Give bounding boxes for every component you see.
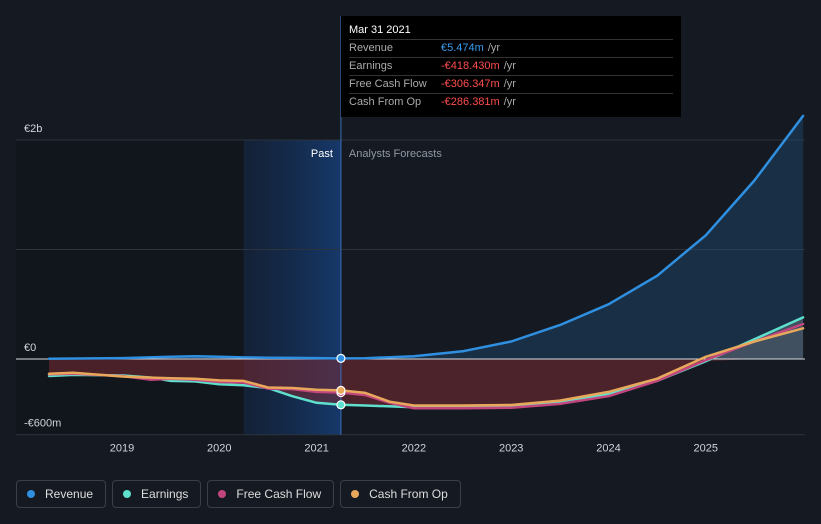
revenue-area	[49, 115, 804, 359]
legend-dot-icon	[27, 490, 35, 498]
legend-item-revenue[interactable]: Revenue	[16, 480, 107, 508]
tooltip-date: Mar 31 2021	[349, 24, 411, 36]
x-tick-label: 2021	[304, 443, 328, 455]
past-background	[16, 140, 244, 435]
legend-dot-icon	[123, 490, 132, 498]
tooltip-label: Cash From Op	[349, 96, 422, 108]
legend-item-earnings[interactable]: Earnings	[112, 480, 202, 508]
tooltip-unit: /yr	[503, 60, 516, 72]
x-tick-label: 2025	[694, 443, 718, 455]
y-tick-label-bottom: -€600m	[24, 418, 61, 430]
x-tick-label: 2023	[499, 443, 523, 455]
tooltip-label: Revenue	[349, 42, 394, 54]
tooltip-unit: /yr	[487, 42, 501, 54]
legend-label: Free Cash Flow	[236, 487, 322, 501]
tooltip-value: €5.474m	[441, 42, 484, 54]
tooltip-value: -€306.347m	[441, 78, 500, 90]
tooltip-row-earnings: Earnings -€418.430m /yr	[349, 57, 673, 75]
x-tick-label: 2020	[207, 443, 231, 455]
tooltip-value: -€286.381m	[441, 96, 500, 108]
legend-dot-icon	[218, 490, 227, 498]
x-tick-label: 2022	[402, 443, 426, 455]
tooltip-unit: /yr	[503, 78, 516, 90]
region-label-forecast: Analysts Forecasts	[349, 148, 442, 160]
tooltip-value: -€418.430m	[441, 60, 500, 72]
earnings-positive-area	[49, 317, 804, 359]
tooltip-label: Earnings	[349, 60, 393, 72]
tooltip-row-free-cash-flow: Free Cash Flow -€306.347m /yr	[349, 75, 673, 93]
tooltip-row-cash-from-op: Cash From Op -€286.381m /yr	[349, 93, 673, 111]
legend: Revenue Earnings Free Cash Flow Cash Fro…	[16, 480, 461, 508]
marker-earnings	[336, 400, 346, 410]
tooltip-unit: /yr	[503, 96, 516, 108]
earnings-negative-area	[49, 359, 804, 408]
tooltip-label: Free Cash Flow	[349, 78, 427, 90]
marker-revenue	[336, 353, 346, 364]
legend-item-cash-from-op[interactable]: Cash From Op	[340, 480, 461, 508]
y-tick-label-zero: €0	[24, 342, 36, 354]
legend-label: Cash From Op	[369, 487, 448, 501]
region-label-past: Past	[311, 148, 333, 160]
x-tick-label: 2019	[110, 443, 134, 455]
tooltip-row-revenue: Revenue €5.474m /yr	[349, 39, 673, 57]
legend-dot-icon	[351, 490, 360, 498]
y-tick-label-top: €2b	[24, 123, 42, 135]
marker-cash-from-op	[336, 385, 346, 395]
tooltip: Mar 31 2021 Revenue €5.474m /yr Earnings…	[341, 16, 681, 117]
x-tick-label: 2024	[596, 443, 620, 455]
legend-label: Earnings	[141, 487, 189, 501]
series-line-revenue	[47, 114, 805, 360]
legend-item-free-cash-flow[interactable]: Free Cash Flow	[207, 480, 335, 508]
legend-label: Revenue	[45, 487, 94, 501]
